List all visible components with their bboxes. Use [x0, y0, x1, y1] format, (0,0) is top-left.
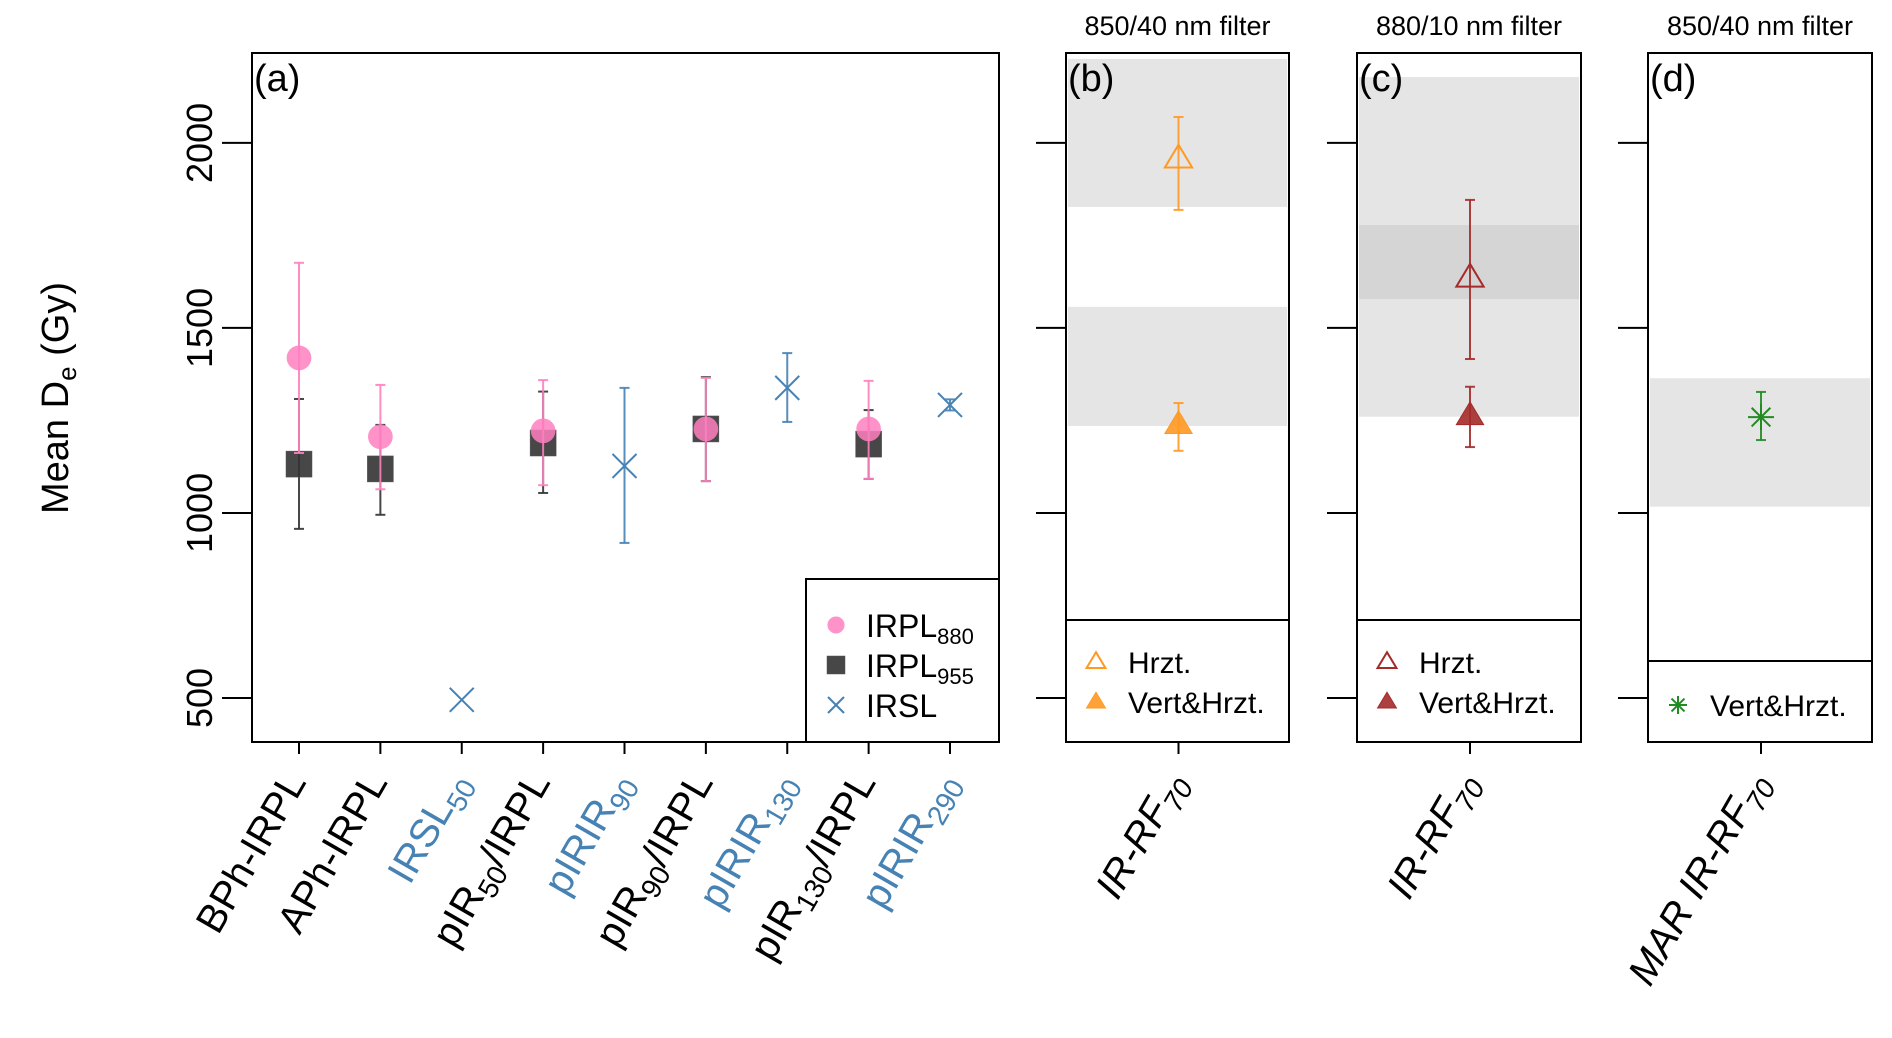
legend-item-label: Vert&Hrzt. [1710, 690, 1847, 723]
data-point-triangle-open-marker [1454, 261, 1486, 288]
data-point-circle-marker [693, 416, 719, 442]
data-point-x-marker [611, 453, 638, 479]
data-point-circle-marker [286, 345, 312, 371]
legend-item-label: IRSL [866, 688, 937, 724]
x-stroke [937, 392, 963, 418]
x-tick-label: IR-RF70 [1087, 764, 1199, 909]
y-axis-label: Mean De (Gy) [35, 282, 82, 514]
panel-label-b: (b) [1068, 58, 1114, 100]
legend-label-subscript: 955 [937, 664, 974, 689]
data-point-triangle-filled-marker [1455, 400, 1485, 426]
legend-label-main: IRPL [866, 648, 937, 684]
category-label-text: MAR IR-RF [1620, 789, 1763, 992]
panel-title-b: 850/40 nm filter [1084, 11, 1270, 41]
data-point-circle-marker [856, 416, 881, 442]
legend-label-subscript: 880 [937, 624, 974, 649]
legend-square-marker [826, 655, 846, 675]
panel-label-a: (a) [254, 58, 300, 100]
x-tick-label: MAR IR-RF70 [1620, 764, 1782, 995]
data-point-x-marker [449, 687, 475, 713]
series-c-Hrzt. [1454, 198, 1486, 361]
y-tick-label: 500 [179, 668, 220, 728]
category-label-text: /IRPL [471, 765, 559, 874]
legend-item-label: Hrzt. [1128, 647, 1191, 680]
x-stroke [774, 375, 800, 401]
series-IRPL880 [286, 261, 881, 491]
legend-circle-marker [827, 616, 845, 634]
asterisk-stroke [1670, 697, 1686, 713]
x-tick-label: IR-RF70 [1379, 764, 1491, 909]
y-axis-label-main: Mean D [35, 381, 77, 514]
data-point-asterisk-marker [1748, 404, 1774, 431]
y-axis-label-sub: e [52, 366, 82, 380]
panel-title-c: 880/10 nm filter [1376, 11, 1562, 41]
legend-label-main: IRSL [866, 688, 937, 724]
series-b-Vert&Hrzt. [1163, 402, 1194, 452]
y-axis-label-unit: (Gy) [35, 282, 77, 366]
data-point-circle-marker [530, 418, 556, 444]
panel-label-c: (c) [1359, 58, 1403, 100]
category-label-text: pIRIR [535, 791, 624, 902]
y-tick-label: 1000 [179, 473, 220, 553]
legend-item-label: Hrzt. [1419, 647, 1482, 680]
legend-item-label: Vert&Hrzt. [1419, 687, 1556, 720]
series-c-Vert&Hrzt. [1455, 385, 1485, 449]
category-label-text: pIRIR [853, 805, 942, 916]
data-point-square-marker [285, 450, 313, 478]
series-b-Hrzt. [1163, 116, 1194, 211]
data-point-triangle-open-marker [1163, 142, 1194, 169]
legend-triangle-open-marker [1084, 650, 1108, 669]
legend-triangle-open-marker [1375, 650, 1399, 669]
axes-layer: 500100015002000(a)BPh-IRPLAPh-IRPLIRSL50… [179, 11, 1873, 995]
legend-box-b [1065, 619, 1290, 743]
data-point-circle-marker [368, 424, 393, 450]
data-point-triangle-filled-marker [1163, 409, 1194, 435]
x-stroke [827, 696, 845, 714]
category-label-text: /IRPL [796, 765, 884, 874]
legend-box-c [1356, 619, 1582, 743]
series-IRPL955 [285, 376, 882, 530]
legend-item-label: Vert&Hrzt. [1128, 687, 1265, 720]
asterisk-stroke [1750, 407, 1772, 428]
x-tick-label: IRSL50 [379, 765, 482, 894]
legend-box-d [1647, 660, 1873, 743]
legend-triangle-filled-marker [1376, 691, 1398, 709]
data-point-x-marker [937, 392, 963, 418]
y-tick-label: 2000 [179, 103, 220, 183]
legend-item-label: IRPL880 [866, 608, 974, 649]
legend-item-label: IRPL955 [866, 648, 974, 689]
x-stroke [449, 687, 475, 713]
y-tick-label: 1500 [179, 288, 220, 368]
legend-asterisk-marker [1669, 696, 1687, 714]
legend-triangle-filled-marker [1085, 691, 1107, 709]
data-point-x-marker [774, 375, 800, 401]
legend-label-main: IRPL [866, 608, 937, 644]
error-bar [1173, 116, 1184, 211]
marks-layer [285, 116, 1774, 713]
panel-title-d: 850/40 nm filter [1667, 11, 1853, 41]
legend-x-marker [827, 696, 845, 714]
category-label-text: pIRIR [690, 805, 779, 916]
series-d-Vert&Hrzt. [1748, 390, 1774, 442]
panel-label-d: (d) [1650, 58, 1696, 100]
error-bar [1465, 198, 1475, 361]
x-stroke [611, 453, 638, 479]
category-label-text: /IRPL [634, 765, 722, 874]
series-IRSL [449, 352, 963, 713]
